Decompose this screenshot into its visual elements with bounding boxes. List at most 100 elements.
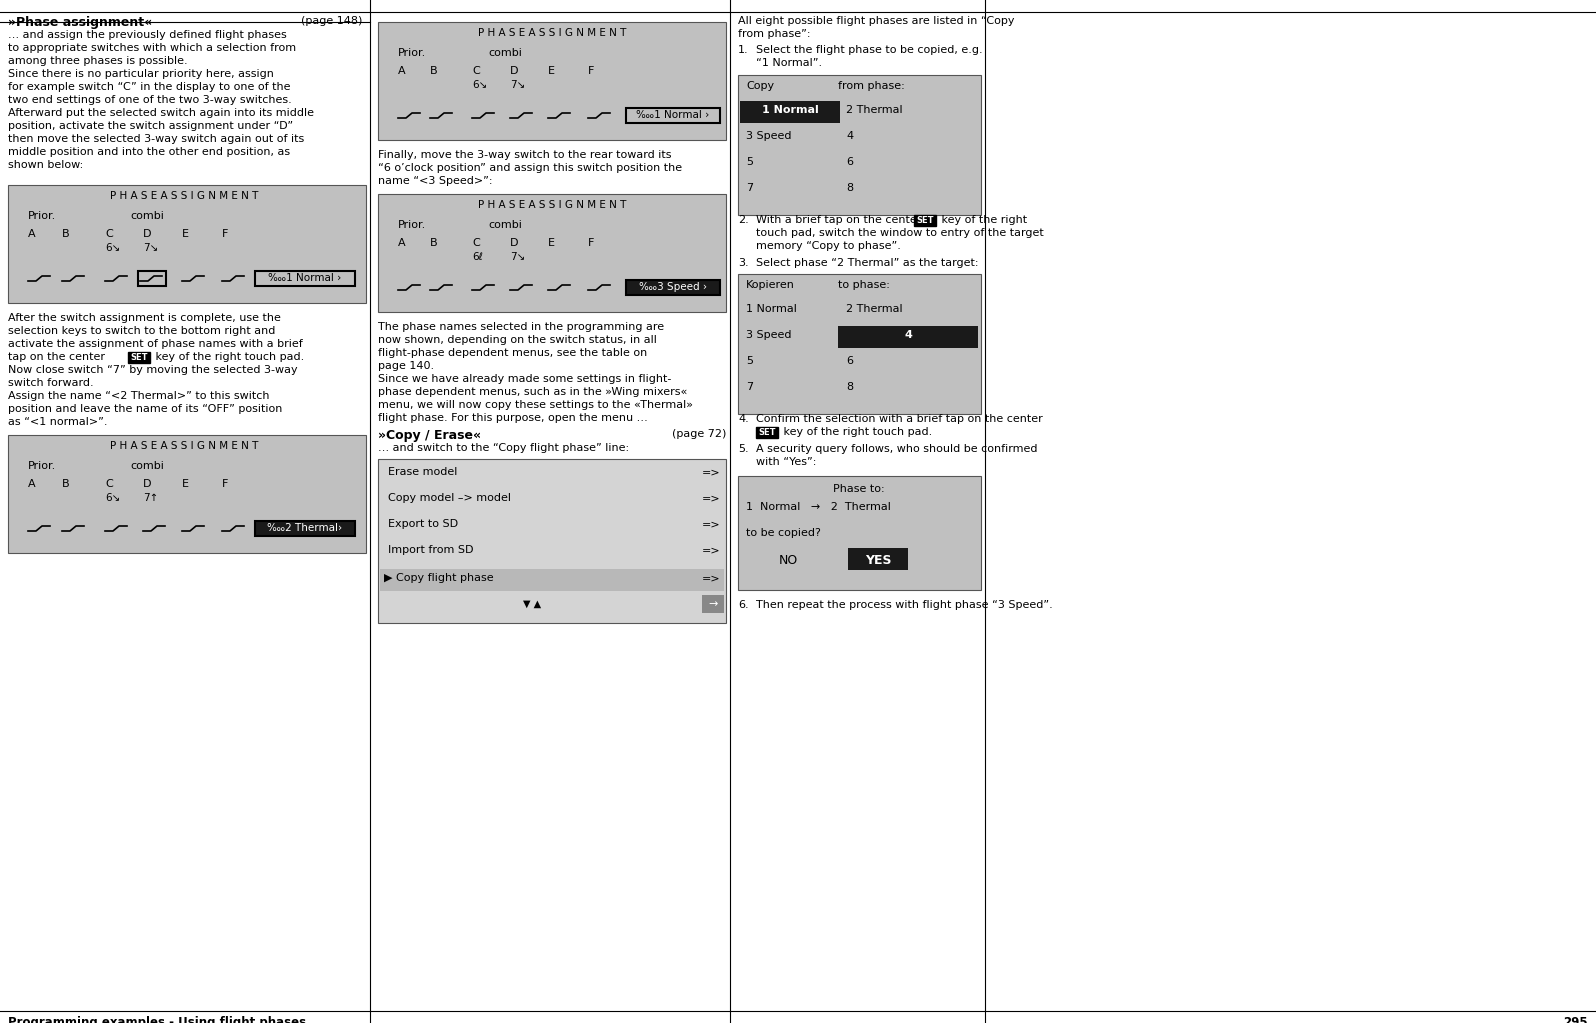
Text: A: A: [29, 229, 35, 239]
Text: Prior.: Prior.: [397, 220, 426, 230]
Text: →: →: [709, 599, 718, 609]
Text: position, activate the switch assignment under “D”: position, activate the switch assignment…: [8, 121, 294, 131]
Text: Prior.: Prior.: [29, 211, 56, 221]
Bar: [741, 101, 839, 123]
Bar: [838, 326, 978, 348]
Text: NO: NO: [779, 554, 798, 567]
Bar: [626, 108, 720, 123]
Text: Then repeat the process with flight phase “3 Speed”.: Then repeat the process with flight phas…: [757, 601, 1053, 610]
Text: to phase:: to phase:: [838, 280, 891, 290]
Text: 1 Normal: 1 Normal: [745, 304, 796, 314]
Text: 3.: 3.: [737, 258, 749, 268]
Text: selection keys to switch to the bottom right and: selection keys to switch to the bottom r…: [8, 326, 276, 336]
Text: E: E: [182, 479, 188, 489]
Text: Phase to:: Phase to:: [833, 484, 884, 494]
Text: 7↑: 7↑: [144, 493, 158, 503]
Text: menu, we will now copy these settings to the «Thermal»: menu, we will now copy these settings to…: [378, 400, 693, 410]
Text: ▼ ▲: ▼ ▲: [523, 599, 541, 609]
Bar: [255, 521, 354, 536]
Text: combi: combi: [488, 48, 522, 58]
Bar: [702, 595, 725, 613]
Text: Confirm the selection with a brief tap on the center: Confirm the selection with a brief tap o…: [757, 414, 1042, 424]
Text: B: B: [429, 238, 437, 248]
Text: F: F: [587, 66, 594, 76]
Text: C: C: [105, 229, 113, 239]
Text: With a brief tap on the center: With a brief tap on the center: [757, 215, 924, 225]
Text: D: D: [144, 479, 152, 489]
Text: B: B: [429, 66, 437, 76]
Text: =>: =>: [701, 493, 720, 503]
Text: Select the flight phase to be copied, e.g.: Select the flight phase to be copied, e.…: [757, 45, 983, 55]
Text: switch forward.: switch forward.: [8, 379, 94, 388]
Bar: [915, 215, 935, 226]
Text: Programming examples - Using flight phases: Programming examples - Using flight phas…: [8, 1016, 306, 1023]
Bar: [380, 595, 702, 613]
Text: ‱1 Normal ›: ‱1 Normal ›: [637, 110, 710, 120]
Text: memory “Copy to phase”.: memory “Copy to phase”.: [757, 241, 900, 251]
Text: C: C: [472, 66, 480, 76]
Text: B: B: [62, 479, 70, 489]
Text: 6↘: 6↘: [472, 80, 487, 90]
Text: page 140.: page 140.: [378, 361, 434, 371]
Text: 4: 4: [903, 330, 911, 340]
Text: P H A S E A S S I G N M E N T: P H A S E A S S I G N M E N T: [110, 441, 259, 451]
Text: 6↘: 6↘: [105, 243, 120, 253]
Text: 1.: 1.: [737, 45, 749, 55]
Text: Now close switch “7” by moving the selected 3-way: Now close switch “7” by moving the selec…: [8, 365, 297, 375]
Text: =>: =>: [701, 573, 720, 583]
Text: E: E: [547, 66, 555, 76]
Text: A: A: [397, 66, 405, 76]
Text: for example switch “C” in the display to one of the: for example switch “C” in the display to…: [8, 82, 290, 92]
Text: E: E: [547, 238, 555, 248]
Text: Prior.: Prior.: [29, 461, 56, 471]
Text: 2 Thermal: 2 Thermal: [846, 304, 903, 314]
Text: =>: =>: [701, 545, 720, 555]
Bar: [737, 75, 982, 215]
Text: All eight possible flight phases are listed in “Copy: All eight possible flight phases are lis…: [737, 16, 1015, 26]
Text: Kopieren: Kopieren: [745, 280, 795, 290]
Text: name “<3 Speed>”:: name “<3 Speed>”:: [378, 176, 493, 186]
Text: flight-phase dependent menus, see the table on: flight-phase dependent menus, see the ta…: [378, 348, 648, 358]
Text: with “Yes”:: with “Yes”:: [757, 457, 817, 468]
Text: 295: 295: [1564, 1016, 1588, 1023]
Text: combi: combi: [488, 220, 522, 230]
Text: D: D: [511, 66, 519, 76]
Text: key of the right: key of the right: [938, 215, 1028, 225]
Text: 8: 8: [846, 382, 854, 392]
Text: »Copy / Erase«: »Copy / Erase«: [378, 429, 480, 442]
Text: =>: =>: [701, 468, 720, 477]
Text: C: C: [105, 479, 113, 489]
Bar: [378, 459, 726, 623]
Text: 1  Normal   →   2  Thermal: 1 Normal → 2 Thermal: [745, 502, 891, 512]
Text: shown below:: shown below:: [8, 160, 83, 170]
Text: F: F: [222, 479, 228, 489]
Bar: [8, 435, 365, 553]
Text: middle position and into the other end position, as: middle position and into the other end p…: [8, 147, 290, 157]
Text: 7: 7: [745, 183, 753, 193]
Text: 3 Speed: 3 Speed: [745, 330, 792, 340]
Bar: [378, 23, 726, 140]
Text: P H A S E A S S I G N M E N T: P H A S E A S S I G N M E N T: [110, 191, 259, 201]
Text: from phase:: from phase:: [838, 81, 905, 91]
Text: Copy model –> model: Copy model –> model: [388, 493, 511, 503]
Text: two end settings of one of the two 3-way switches.: two end settings of one of the two 3-way…: [8, 95, 292, 105]
Text: =>: =>: [701, 519, 720, 529]
Bar: [8, 185, 365, 303]
Text: ▶ Copy flight phase: ▶ Copy flight phase: [385, 573, 493, 583]
Text: 6↘: 6↘: [105, 493, 120, 503]
Text: F: F: [222, 229, 228, 239]
Text: “1 Normal”.: “1 Normal”.: [757, 58, 822, 68]
Text: ‱1 Normal ›: ‱1 Normal ›: [268, 273, 342, 283]
Text: C: C: [472, 238, 480, 248]
Text: position and leave the name of its “OFF” position: position and leave the name of its “OFF”…: [8, 404, 282, 414]
Text: as “<1 normal>”.: as “<1 normal>”.: [8, 417, 107, 427]
Bar: [137, 271, 166, 286]
Text: tap on the center: tap on the center: [8, 352, 109, 362]
Bar: [128, 352, 150, 363]
Text: SET: SET: [758, 428, 776, 437]
Text: (page 148): (page 148): [300, 16, 362, 26]
Text: 6ℓ: 6ℓ: [472, 252, 484, 262]
Text: 2 Thermal: 2 Thermal: [846, 105, 903, 115]
Text: ‱2 Thermal›: ‱2 Thermal›: [268, 523, 343, 533]
Text: 5.: 5.: [737, 444, 749, 454]
